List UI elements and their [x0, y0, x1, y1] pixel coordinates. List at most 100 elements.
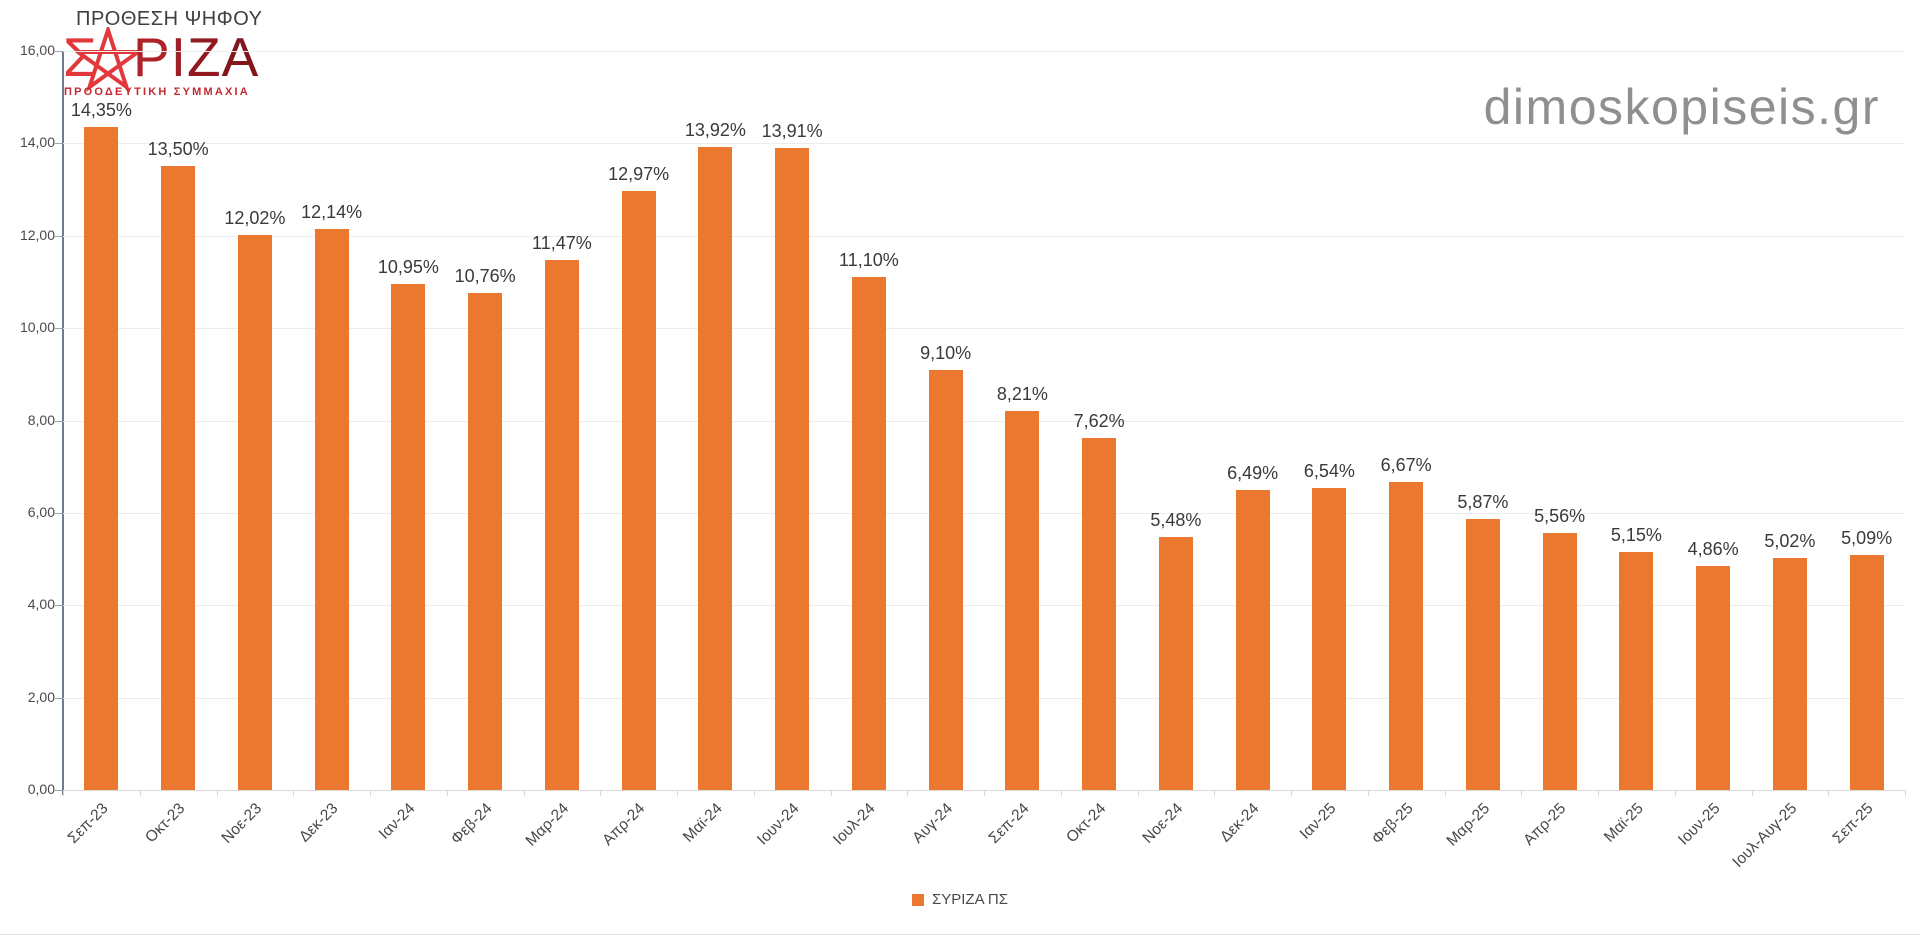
x-axis-tick — [1444, 790, 1446, 796]
x-axis-tick — [523, 790, 525, 796]
gridline — [63, 235, 1905, 237]
x-axis-tick — [1905, 790, 1906, 796]
x-axis-tick — [216, 790, 218, 796]
gridline — [63, 143, 1905, 145]
logo-letters-riza: ΡΙΖΑ — [133, 28, 259, 86]
bar — [1312, 487, 1347, 790]
x-axis-tick-label-text: Ιουλ-24 — [830, 800, 879, 849]
bar-value-label: 10,76% — [454, 266, 516, 287]
bar-value-label: 6,54% — [1303, 460, 1355, 481]
bar-value-label: 5,48% — [1150, 509, 1202, 530]
x-axis-tick-label-text: Απρ-24 — [599, 800, 649, 849]
bar-value-label: 7,62% — [1073, 411, 1125, 432]
bar — [1005, 410, 1040, 790]
bar — [1389, 481, 1424, 790]
bar — [851, 277, 886, 790]
y-axis-tick-label: 12,00 — [19, 226, 55, 243]
gridline — [63, 512, 1905, 514]
x-axis-tick — [677, 790, 678, 796]
x-axis-tick — [984, 790, 985, 796]
bottom-border-line — [0, 934, 1920, 935]
gridline — [63, 605, 1905, 607]
x-axis-tick — [63, 790, 64, 796]
x-axis-tick — [293, 790, 295, 796]
bar — [1082, 438, 1117, 790]
plot-area: 14,35% Σεπ-23 13,50% Οκτ-23 12,02% Νοε-23 12,1… — [55, 51, 1906, 871]
legend-swatch — [911, 893, 924, 906]
y-axis-tick-label: 4,00 — [27, 596, 55, 613]
bar-value-label: 14,35% — [70, 100, 132, 121]
bar-value-label: 6,49% — [1227, 463, 1279, 484]
x-axis-tick — [1367, 790, 1369, 796]
y-axis-tick — [55, 697, 62, 699]
y-axis-tick — [55, 512, 62, 514]
y-axis-tick — [55, 605, 62, 607]
logo-letter: Ρ — [133, 26, 171, 88]
legend: ΣΥΡΙΖΑ ΠΣ — [0, 891, 1920, 908]
x-axis-tick-label-text: Σεπ-25 — [1829, 800, 1877, 848]
x-axis-tick — [1291, 790, 1292, 796]
bar — [314, 229, 349, 790]
x-axis-tick-label-text: Ιουν-24 — [753, 800, 803, 849]
bar-value-label: 5,15% — [1610, 525, 1662, 546]
x-axis-tick — [907, 790, 909, 796]
bar-value-label: 12,14% — [301, 202, 363, 223]
x-axis-tick — [446, 790, 448, 796]
legend-label: ΣΥΡΙΖΑ ΠΣ — [931, 891, 1009, 908]
y-axis-tick — [55, 328, 62, 330]
x-axis-tick-label-text: Αυγ-24 — [908, 800, 956, 847]
x-axis-tick-label-text: Σεπ-24 — [985, 800, 1033, 848]
logo-letter: Ι — [170, 26, 187, 88]
x-axis-tick — [753, 790, 755, 796]
bar-value-label: 11,10% — [839, 250, 899, 271]
x-axis-tick-label-text: Μαρ-25 — [1443, 800, 1493, 850]
x-axis-tick — [1521, 790, 1523, 796]
bar — [1849, 554, 1884, 790]
x-axis-tick-label-text: Ιουν-25 — [1674, 800, 1724, 849]
x-axis-tick-label-text: Φεβ-24 — [447, 800, 496, 848]
y-axis-tick-label: 0,00 — [27, 781, 55, 797]
gridline — [63, 420, 1905, 422]
gridline — [63, 328, 1905, 330]
gridline — [63, 697, 1905, 699]
x-axis-tick-label-text: Νοε-23 — [218, 800, 265, 847]
bar — [1542, 533, 1577, 790]
x-axis-tick — [830, 790, 832, 796]
bar-value-label: 6,67% — [1380, 454, 1432, 475]
x-axis-tick — [1674, 790, 1676, 796]
x-axis-tick-label-text: Ιαν-25 — [1296, 800, 1340, 843]
bar-value-label: 9,10% — [920, 342, 972, 363]
x-axis-tick-label-text: Μαρ-24 — [522, 800, 572, 850]
x-axis-tick-label-text: Ιουλ-Αυγ-25 — [1728, 800, 1800, 871]
x-axis-tick-label-text: Οκτ-24 — [1062, 800, 1110, 847]
y-axis-tick-label: 14,00 — [19, 134, 55, 151]
y-axis-line — [62, 51, 64, 795]
watermark: dimoskopiseis.gr — [1483, 79, 1880, 135]
bar — [1619, 552, 1654, 790]
x-axis-tick-label-text: Οκτ-23 — [141, 800, 189, 847]
bar — [544, 260, 579, 790]
bar — [775, 147, 810, 790]
x-axis-tick-label-text: Μαϊ-24 — [679, 800, 726, 846]
bar — [621, 190, 656, 790]
x-axis-tick-label-text: Σεπ-23 — [64, 800, 112, 848]
bar — [391, 284, 426, 790]
x-axis-tick-label-text: Φεβ-25 — [1368, 800, 1417, 848]
bar-value-label: 10,95% — [377, 257, 439, 278]
y-axis-tick — [55, 51, 62, 52]
y-axis-tick-label: 10,00 — [19, 319, 55, 336]
bar — [1772, 558, 1807, 790]
bar-value-label: 12,02% — [224, 207, 286, 228]
logo-subtitle: ΠΡΟΟΔΕΥΤΙΚΗ ΣΥΜΜΑΧΙΑ — [64, 86, 250, 98]
bar — [84, 127, 119, 790]
x-axis-tick-label-text: Ιαν-24 — [375, 800, 419, 843]
x-axis-tick-label-text: Μαϊ-25 — [1600, 800, 1647, 846]
y-axis-tick-label: 8,00 — [27, 411, 55, 428]
x-axis-tick — [1214, 790, 1216, 796]
bar-value-label: 5,02% — [1764, 531, 1816, 552]
bar-value-label: 5,09% — [1841, 527, 1893, 548]
bar-value-label: 8,21% — [996, 383, 1048, 404]
y-axis-tick — [55, 235, 62, 237]
syriza-logo: Σ ΡΙΖΑ — [63, 27, 259, 93]
